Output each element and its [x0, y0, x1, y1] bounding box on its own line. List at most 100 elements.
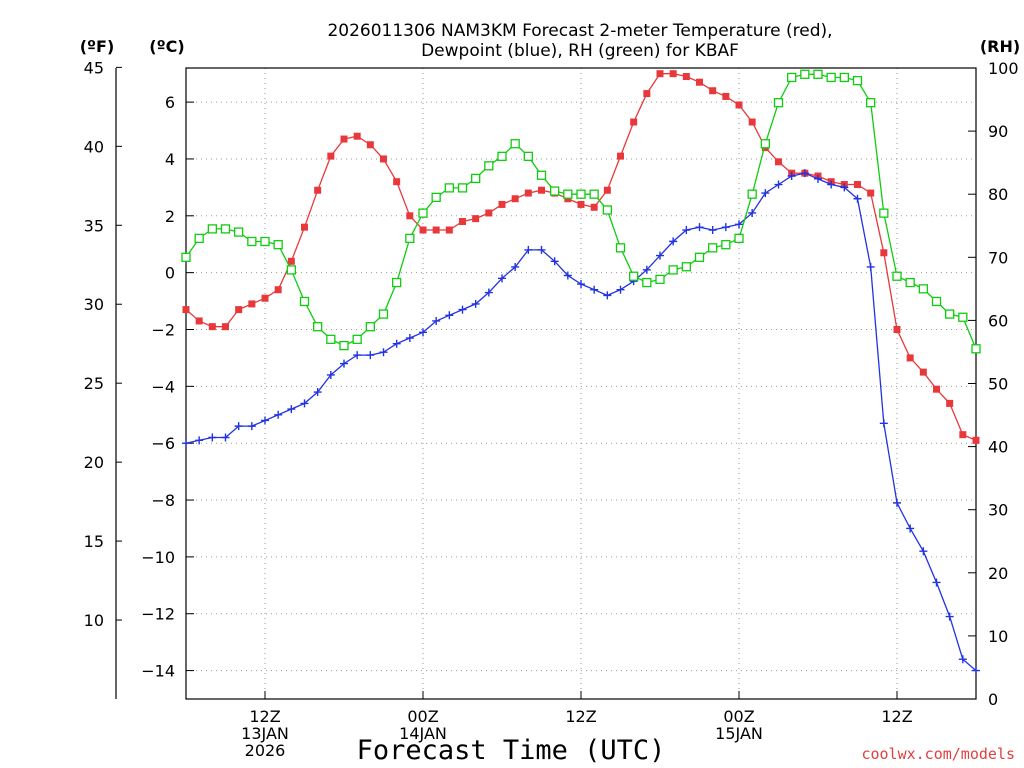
- rh-point: [668, 265, 678, 275]
- rh-point: [800, 69, 810, 79]
- dewpoint-point: [721, 223, 730, 232]
- rh-tick-label: 80: [988, 185, 1008, 204]
- rh-point: [879, 208, 889, 218]
- rh-point: [760, 139, 770, 149]
- x-tick-label: 14JAN: [399, 724, 447, 743]
- rh-point: [642, 277, 652, 288]
- rh-point: [313, 322, 323, 332]
- rh-tick-label: 40: [988, 438, 1008, 457]
- dewpoint-point: [195, 436, 204, 445]
- series-line: [185, 172, 977, 672]
- dewpoint-point: [708, 226, 717, 235]
- temperature-point: [722, 92, 730, 100]
- rh-point: [694, 252, 705, 262]
- x-tick-label: 12Z: [565, 707, 596, 726]
- temperature-point: [630, 118, 638, 126]
- rh-point: [471, 173, 481, 184]
- temperature-point: [327, 152, 335, 160]
- dewpoint-point: [419, 328, 427, 337]
- temperature-point: [248, 300, 256, 308]
- dewpoint-point: [234, 422, 243, 431]
- rh-unit-label: (RH): [980, 37, 1020, 56]
- dewpoint-point: [787, 172, 796, 181]
- rh-tick-label: 10: [988, 627, 1008, 646]
- dewpoint-point: [287, 405, 296, 414]
- x-tick-label: 2026: [245, 741, 286, 760]
- temperature-point: [590, 203, 598, 211]
- dewpoint-point: [669, 237, 678, 246]
- celsius-tick-label: −2: [151, 320, 175, 339]
- temperature-point: [919, 368, 927, 376]
- rh-point: [431, 192, 441, 203]
- dewpoint-point: [511, 262, 520, 271]
- dewpoint-point: [445, 311, 454, 320]
- rh-point: [563, 189, 573, 199]
- celsius-tick-label: 6: [165, 93, 175, 112]
- rh-point: [523, 151, 533, 161]
- temperature-point: [287, 257, 295, 265]
- celsius-tick-label: 2: [165, 207, 175, 226]
- rh-tick-label: 50: [988, 375, 1008, 394]
- rh-point: [892, 271, 902, 281]
- temperature-point: [682, 73, 690, 81]
- dewpoint-point: [379, 348, 388, 357]
- rh-point: [708, 243, 718, 253]
- dewpoint-point: [853, 194, 862, 203]
- dewpoint-point: [432, 316, 441, 325]
- rh-point: [734, 233, 744, 244]
- temperature-point: [498, 200, 506, 208]
- temperature-point: [511, 195, 519, 203]
- chart-title-line2: Dewpoint (blue), RH (green) for KBAF: [421, 41, 739, 61]
- temperature-point: [419, 226, 427, 234]
- fahrenheit-tick-label: 20: [84, 453, 104, 472]
- series-rh: [181, 69, 981, 354]
- celsius-tick-label: −12: [141, 605, 175, 624]
- rh-point: [497, 151, 507, 161]
- temperature-point: [261, 294, 269, 302]
- dewpoint-point: [932, 578, 941, 587]
- rh-point: [602, 205, 612, 215]
- rh-point: [787, 72, 797, 83]
- temperature-point: [617, 152, 624, 160]
- dewpoint-point: [945, 612, 954, 621]
- rh-point: [484, 161, 494, 171]
- dewpoint-point: [524, 245, 533, 254]
- dewpoint-point: [590, 285, 599, 294]
- fahrenheit-tick-label: 10: [84, 611, 104, 630]
- fahrenheit-tick-label: 45: [84, 58, 104, 77]
- rh-point: [813, 69, 823, 79]
- rh-point: [839, 72, 849, 83]
- rh-point: [207, 224, 217, 234]
- rh-point: [971, 344, 981, 354]
- temperature-point: [406, 212, 414, 220]
- temperature-point: [775, 158, 782, 166]
- x-tick-label: 13JAN: [241, 724, 289, 743]
- dewpoint-point: [353, 351, 362, 360]
- rh-point: [931, 296, 942, 307]
- x-tick-label: 00Z: [723, 707, 754, 726]
- dewpoint-point: [221, 433, 230, 442]
- rh-tick-label: 0: [988, 690, 998, 709]
- celsius-tick-label: 4: [165, 150, 175, 169]
- credit-link[interactable]: coolwx.com/models: [861, 745, 1015, 763]
- rh-point: [589, 189, 599, 199]
- rh-point: [247, 236, 257, 247]
- dewpoint-point: [972, 666, 980, 675]
- dewpoint-point: [735, 220, 743, 229]
- temperature-point: [893, 325, 901, 333]
- temperature-point: [643, 90, 651, 98]
- dewpoint-point: [550, 257, 559, 266]
- temperature-point: [182, 306, 190, 314]
- temperature-point: [696, 78, 703, 86]
- x-tick-label: 12Z: [249, 707, 280, 726]
- temperature-point: [314, 186, 322, 194]
- x-axis-title: Forecast Time (UTC): [357, 735, 666, 766]
- temperature-point: [340, 135, 348, 143]
- temperature-point: [353, 132, 361, 140]
- dewpoint-point: [484, 288, 493, 297]
- dewpoint-point: [182, 439, 190, 448]
- chart-title-line1: 2026011306 NAM3KM Forecast 2-meter Tempe…: [327, 21, 832, 41]
- dewpoint-point: [247, 422, 256, 431]
- series-2-meter-temperature: [182, 70, 980, 444]
- dewpoint-point: [616, 285, 625, 294]
